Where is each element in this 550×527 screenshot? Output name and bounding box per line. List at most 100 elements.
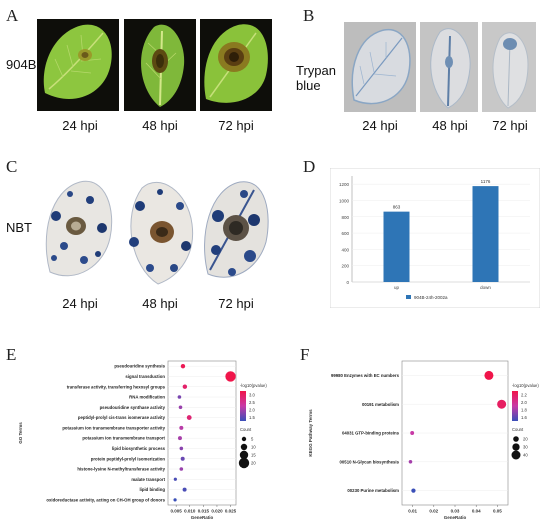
color-legend-tick: 2.0 xyxy=(521,400,527,405)
panel-letter-f: F xyxy=(300,345,310,364)
y-category-label: peptidyl-prolyl cis-trans isomerase acti… xyxy=(78,415,166,420)
y-tick-label: 0 xyxy=(346,280,349,285)
leaf-image-904b-24hpi xyxy=(37,19,119,111)
y-tick-label: 600 xyxy=(341,231,349,236)
size-legend-dot xyxy=(513,436,519,442)
bar-chart-d: 0 200 400 600 800 1000 1200 863 up 1176 down 904B-2… xyxy=(330,168,540,308)
y-tick-label: 400 xyxy=(341,247,349,252)
trypan-leaf-24hpi xyxy=(344,22,416,112)
y-category-label: RNA modification xyxy=(129,395,165,400)
dot xyxy=(179,425,184,430)
color-legend-tick: 1.5 xyxy=(249,415,255,420)
dot-plot-e: pseudouridine synthesis signal transducti… xyxy=(18,360,267,520)
y-category-label: 99980 Enzymes with EC numbers xyxy=(331,373,400,378)
size-legend-title: Count xyxy=(512,427,524,432)
y-category-label: lipid binding xyxy=(139,487,165,492)
leaf-image-904b-48hpi xyxy=(124,19,196,111)
time-label-a-48: 48 hpi xyxy=(142,118,178,133)
size-legend-label: 5 xyxy=(251,437,254,442)
x-tick-label: 0.010 xyxy=(184,509,196,514)
nbt-leaf-48hpi xyxy=(120,176,198,288)
trypan-leaf-48hpi xyxy=(420,22,478,112)
x-axis-title: GeneRatio xyxy=(444,515,467,520)
size-legend-dot xyxy=(239,450,249,460)
size-legend-label: 15 xyxy=(251,453,256,458)
size-legend-label: 20 xyxy=(251,461,256,466)
panel-letter-b: B xyxy=(303,6,315,25)
y-tick-label: 200 xyxy=(341,264,349,269)
dot xyxy=(225,371,236,382)
y-category-label: transferase activity, transferring hexos… xyxy=(67,384,166,389)
x-tick-label: 0.020 xyxy=(211,509,223,514)
legend-label: 904B-24h-2002a xyxy=(414,295,448,300)
y-category-label: malate transport xyxy=(131,477,165,482)
color-legend-tick: 3.0 xyxy=(249,392,255,397)
color-legend-bar xyxy=(512,391,518,421)
y-category-label: pseudouridine synthase activity xyxy=(100,405,166,410)
dot-plot-f: 99980 Enzymes with EC numbers 00191 metab… xyxy=(308,360,539,520)
y-category-label: 00191 metabolism xyxy=(362,402,399,407)
size-legend-title: Count xyxy=(240,427,252,432)
y-category-label: potassium ion transmembrane transport xyxy=(82,436,165,441)
size-legend-label: 30 xyxy=(523,445,528,450)
color-legend-tick: 1.8 xyxy=(521,407,527,412)
color-legend-title: -log10(pvalue) xyxy=(240,383,267,388)
dot xyxy=(408,460,413,464)
color-legend-tick: 2.5 xyxy=(249,400,255,405)
x-tick-label: down xyxy=(480,285,491,290)
dot xyxy=(177,436,182,441)
time-label-b-24: 24 hpi xyxy=(362,118,398,133)
time-label-a-24: 24 hpi xyxy=(62,118,98,133)
dot xyxy=(410,431,415,435)
row-label-904b: 904B xyxy=(6,57,37,72)
size-legend-dot xyxy=(240,443,248,451)
row-label-blue: blue xyxy=(296,78,321,93)
legend-swatch xyxy=(406,295,411,299)
size-legend-dot xyxy=(512,443,520,451)
bar-data-label: 1176 xyxy=(481,179,491,184)
dot xyxy=(186,415,192,420)
time-label-c-48: 48 hpi xyxy=(142,296,178,311)
panel-letter-e: E xyxy=(6,345,17,364)
dot xyxy=(180,363,186,369)
leaf-image-904b-72hpi xyxy=(200,19,272,111)
bar xyxy=(472,186,499,282)
y-category-label: lipid biosynthetic process xyxy=(112,446,166,451)
x-tick-label: 0.025 xyxy=(225,509,237,514)
x-tick-label: up xyxy=(394,285,400,290)
size-legend-label: 20 xyxy=(523,437,528,442)
y-axis-title: KEGG Pathway Terms xyxy=(308,409,313,457)
y-tick-label: 1200 xyxy=(339,182,350,187)
dot xyxy=(497,399,507,409)
x-tick-label: 0.015 xyxy=(198,509,210,514)
dot xyxy=(180,456,185,461)
x-tick-label: 0.05 xyxy=(493,509,502,514)
bar-data-label: 863 xyxy=(393,205,401,210)
dot xyxy=(182,487,187,492)
dot xyxy=(173,498,177,502)
x-axis-title: GeneRatio xyxy=(191,515,214,520)
dot xyxy=(179,446,184,451)
x-tick-label: 0.01 xyxy=(408,509,417,514)
y-category-label: 00510 N-Glycan biosynthesis xyxy=(340,459,400,464)
size-legend-label: 10 xyxy=(251,445,256,450)
y-category-label: potassium ion transmembrane transporter … xyxy=(62,425,165,430)
color-legend-title: -log10(pvalue) xyxy=(512,383,539,388)
time-label-c-72: 72 hpi xyxy=(218,296,254,311)
size-legend-dot xyxy=(511,450,521,460)
color-legend-bar xyxy=(240,391,246,421)
y-category-label: protein peptidyl-prolyl isomerization xyxy=(91,456,166,461)
y-tick-label: 800 xyxy=(341,215,349,220)
size-legend-label: 40 xyxy=(523,453,528,458)
nbt-leaf-72hpi xyxy=(196,176,274,288)
dot xyxy=(182,384,188,389)
y-category-label: 04031 GTP-binding proteins xyxy=(342,431,400,436)
trypan-leaf-72hpi xyxy=(482,22,536,112)
x-tick-label: 0.02 xyxy=(429,509,438,514)
dot xyxy=(179,467,184,471)
y-category-label: 00230 Purine metabolism xyxy=(347,488,399,493)
dot xyxy=(484,370,494,380)
x-tick-label: 0.03 xyxy=(451,509,460,514)
panel-letter-d: D xyxy=(303,157,316,176)
dot xyxy=(173,477,177,481)
